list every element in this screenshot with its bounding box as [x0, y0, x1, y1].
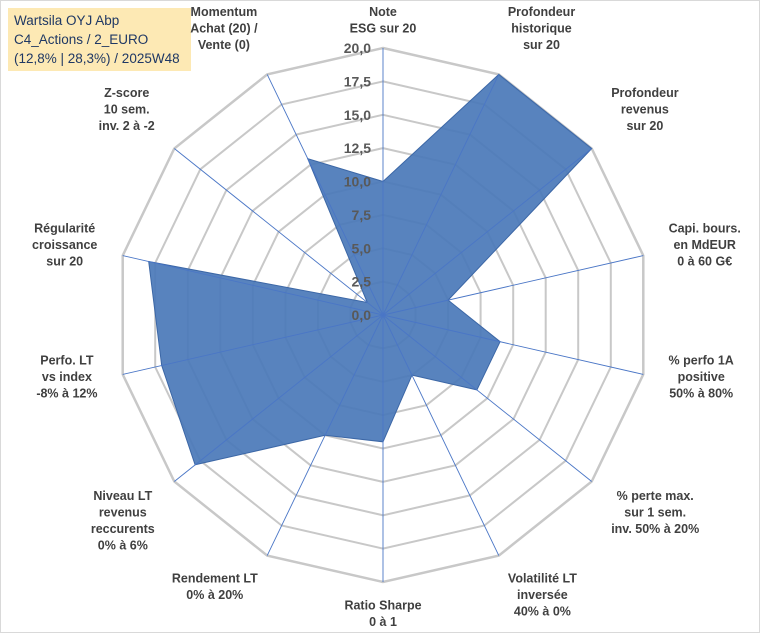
- category-label-line: Achat (20) /: [190, 22, 258, 36]
- category-label-line: -8% à 12%: [36, 387, 97, 401]
- category-label-line: 40% à 0%: [514, 605, 571, 619]
- category-label-6: Volatilité LT inversée 40% à 0%: [508, 572, 577, 619]
- category-label-7: Ratio Sharpe 0 à 1: [344, 599, 421, 630]
- category-label-13: Momentum Achat (20) / Vente (0): [190, 5, 258, 52]
- spoke-1: [382, 74, 500, 316]
- tick-label-layer: 0,0 2,5 5,0 7,5 10,0 12,5 15,0 17,5 20,0: [344, 40, 371, 323]
- category-label-line: ESG sur 20: [350, 22, 417, 36]
- title-line-2: C4_Actions / 2_EURO: [14, 32, 149, 47]
- category-label-line: 0 à 1: [369, 615, 397, 629]
- category-label-line: inv. 50% à 20%: [611, 522, 699, 536]
- category-label-line: 0 à 60 G€: [677, 254, 732, 268]
- category-label-line: inv. 2 à -2: [99, 119, 155, 133]
- spoke-2: [382, 148, 592, 316]
- category-label-line: Profondeur: [508, 5, 575, 19]
- category-label-line: Capi. bours.: [669, 221, 741, 235]
- category-label-line: revenus: [99, 506, 147, 520]
- category-label-line: sur 20: [626, 119, 663, 133]
- spoke-6: [382, 314, 500, 556]
- category-label-line: Régularité: [34, 221, 95, 235]
- series-layer: [148, 73, 593, 466]
- category-label-line: inversée: [517, 588, 568, 602]
- category-label-line: % perfo 1A: [669, 354, 734, 368]
- category-label-2: Profondeur revenus sur 20: [611, 86, 678, 133]
- category-label-line: Perfo. LT: [40, 354, 94, 368]
- category-label-4: % perfo 1A positive 50% à 80%: [669, 354, 734, 401]
- tick-label-6: 15,0: [344, 107, 371, 123]
- spoke-12: [174, 148, 384, 316]
- spoke-8: [266, 314, 384, 556]
- title-line-1: Wartsila OYJ Abp: [14, 13, 120, 28]
- category-label-line: % perte max.: [617, 489, 694, 503]
- tick-label-4: 10,0: [344, 174, 371, 190]
- spoke-11: [122, 255, 384, 316]
- category-label-line: 50% à 80%: [669, 387, 733, 401]
- category-label-layer: Note ESG sur 20 Profondeur historique sur 20…: [32, 5, 741, 629]
- tick-label-7: 17,5: [344, 73, 371, 89]
- category-label-line: positive: [678, 370, 725, 384]
- category-label-line: vs index: [42, 370, 92, 384]
- chart-title-box: Wartsila OYJ Abp C4_Actions / 2_EURO (12…: [8, 8, 191, 71]
- spoke-5: [382, 314, 592, 482]
- tick-label-3: 7,5: [352, 207, 372, 223]
- spoke-10: [122, 314, 384, 375]
- title-line-3: (12,8% | 28,3%) / 2025W48: [14, 51, 180, 66]
- tick-label-2: 5,0: [352, 240, 372, 256]
- category-label-1: Profondeur historique sur 20: [508, 5, 575, 52]
- tick-label-1: 2,5: [352, 274, 372, 290]
- category-label-line: croissance: [32, 238, 97, 252]
- category-label-12: Z-score 10 sem. inv. 2 à -2: [99, 86, 155, 133]
- category-label-line: Momentum: [191, 5, 258, 19]
- category-label-line: reccurents: [91, 522, 155, 536]
- spoke-9: [174, 314, 384, 482]
- series-area-0: [148, 73, 593, 466]
- tick-label-5: 12,5: [344, 140, 371, 156]
- category-label-line: Z-score: [104, 86, 149, 100]
- category-label-line: Volatilité LT: [508, 572, 577, 586]
- category-label-line: sur 20: [523, 38, 560, 52]
- category-label-line: sur 20: [46, 254, 83, 268]
- spoke-3: [382, 255, 644, 316]
- category-label-line: 0% à 6%: [98, 539, 148, 553]
- category-label-5: % perte max. sur 1 sem. inv. 50% à 20%: [611, 489, 699, 536]
- category-label-line: Note: [369, 5, 397, 19]
- category-label-line: en MdEUR: [673, 238, 736, 252]
- category-label-line: 0% à 20%: [186, 588, 243, 602]
- spoke-13: [266, 74, 384, 316]
- category-label-9: Niveau LT revenus reccurents 0% à 6%: [91, 489, 155, 553]
- category-label-line: revenus: [621, 102, 669, 116]
- category-label-line: Niveau LT: [93, 489, 152, 503]
- tick-label-0: 0,0: [352, 307, 372, 323]
- spoke-4: [382, 314, 644, 375]
- category-label-11: Régularité croissance sur 20: [32, 221, 97, 268]
- category-label-line: Profondeur: [611, 86, 678, 100]
- spoke-layer: [122, 48, 644, 582]
- category-label-line: sur 1 sem.: [624, 506, 686, 520]
- category-label-line: Vente (0): [198, 38, 250, 52]
- category-label-line: Ratio Sharpe: [344, 599, 421, 613]
- category-label-3: Capi. bours. en MdEUR 0 à 60 G€: [669, 221, 741, 268]
- category-label-10: Perfo. LT vs index -8% à 12%: [36, 354, 97, 401]
- category-label-line: 10 sem.: [104, 102, 150, 116]
- category-label-8: Rendement LT 0% à 20%: [172, 572, 258, 603]
- category-label-line: historique: [511, 22, 571, 36]
- category-label-0: Note ESG sur 20: [350, 5, 417, 36]
- tick-label-8: 20,0: [344, 40, 371, 56]
- category-label-line: Rendement LT: [172, 572, 258, 586]
